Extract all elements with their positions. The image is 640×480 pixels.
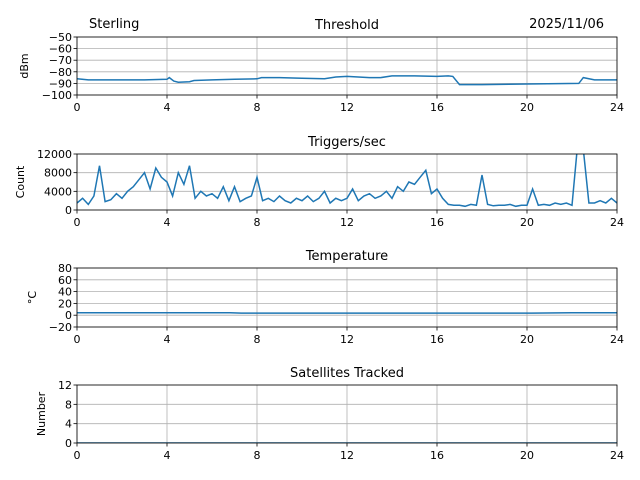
x-tick-label: 20	[520, 101, 534, 114]
x-tick-label: 12	[340, 101, 354, 114]
y-tick-label: 0	[65, 204, 72, 217]
x-tick-label: 4	[164, 216, 171, 229]
panel-title: Triggers/sec	[307, 135, 386, 150]
station-label: Sterling	[89, 17, 139, 32]
panel-threshold: 0 4 8 12 16 20 24 −100−90−80−70−60−50 Threshold d…	[18, 18, 624, 114]
y-tick-label: −20	[49, 321, 72, 334]
panel-triggers-sec: 0 4 8 12 16 20 24 0 4000 8000 12000 Triggers/sec Cou…	[14, 135, 624, 229]
y-tick-label: 12	[58, 379, 72, 392]
axes-frame	[76, 267, 618, 328]
x-tick-label: 12	[340, 216, 354, 229]
y-tick-label: 40	[58, 286, 72, 299]
y-axis-label: °C	[26, 291, 39, 305]
panel-title: Threshold	[314, 18, 379, 33]
y-tick-label: 80	[58, 262, 72, 275]
x-tick-label: 16	[430, 216, 444, 229]
y-tick-label: 4000	[44, 185, 72, 198]
x-tick-label: 0	[74, 101, 81, 114]
x-tick-label: 24	[610, 101, 624, 114]
y-tick-label: −50	[49, 31, 72, 44]
y-tick-label: 8	[65, 398, 72, 411]
x-tick-label: 8	[254, 101, 261, 114]
x-tick-label: 12	[340, 333, 354, 346]
y-axis-label: Count	[14, 165, 27, 198]
series-line	[77, 75, 617, 86]
series-line	[77, 154, 617, 208]
x-tick-label: 12	[340, 449, 354, 462]
panel-title: Temperature	[305, 249, 388, 264]
x-tick-label: 8	[254, 449, 261, 462]
x-tick-label: 0	[74, 333, 81, 346]
y-tick-label: −90	[49, 77, 72, 90]
x-tick-label: 24	[610, 449, 624, 462]
x-tick-label: 24	[610, 216, 624, 229]
y-tick-label: −80	[49, 66, 72, 79]
panel-title: Satellites Tracked	[290, 366, 404, 381]
y-tick-label: 0	[65, 437, 72, 450]
axes-frame	[76, 153, 618, 211]
x-tick-label: 16	[430, 449, 444, 462]
x-tick-label: 8	[254, 333, 261, 346]
x-tick-label: 20	[520, 333, 534, 346]
x-tick-label: 4	[164, 333, 171, 346]
y-axis-label: dBm	[18, 53, 31, 78]
x-tick-label: 8	[254, 216, 261, 229]
y-tick-label: −70	[49, 54, 72, 67]
x-tick-label: 16	[430, 333, 444, 346]
axes-frame	[76, 384, 618, 444]
y-tick-label: 0	[65, 309, 72, 322]
date-label: 2025/11/06	[529, 17, 604, 32]
y-axis-label: Number	[35, 391, 48, 436]
x-tick-label: 0	[74, 449, 81, 462]
y-tick-label: 12000	[37, 148, 72, 161]
x-tick-label: 16	[430, 101, 444, 114]
y-tick-label: 20	[58, 297, 72, 310]
x-tick-label: 4	[164, 101, 171, 114]
y-tick-label: −60	[49, 43, 72, 56]
y-tick-label: −100	[42, 89, 72, 102]
panel-satellites-tracked: 0 4 8 12 16 20 24 0 4 8 12 Satellites Tracked Number	[35, 366, 624, 462]
x-tick-label: 24	[610, 333, 624, 346]
x-tick-label: 0	[74, 216, 81, 229]
x-tick-label: 4	[164, 449, 171, 462]
y-tick-label: 8000	[44, 167, 72, 180]
axes-frame	[76, 36, 618, 96]
y-tick-label: 4	[65, 418, 72, 431]
y-tick-label: 60	[58, 274, 72, 287]
x-tick-label: 20	[520, 449, 534, 462]
x-tick-label: 20	[520, 216, 534, 229]
